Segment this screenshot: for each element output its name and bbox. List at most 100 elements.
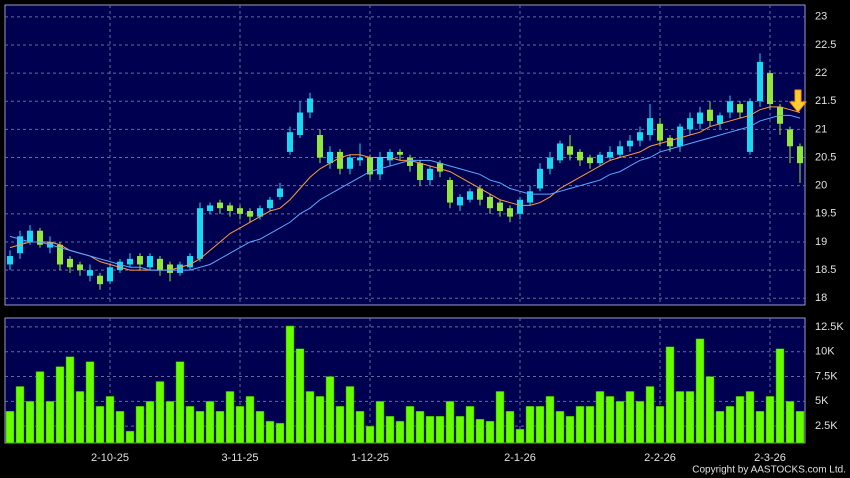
candle-body <box>417 163 423 181</box>
candle-body <box>327 151 333 164</box>
candle-body <box>77 264 83 271</box>
candle-body <box>257 208 263 217</box>
candle-body <box>527 191 533 203</box>
candle-body <box>37 230 43 245</box>
candle-body <box>717 115 723 124</box>
candle-body <box>457 196 463 206</box>
candle-body <box>217 202 223 209</box>
volume-bar <box>765 396 775 444</box>
moving-average-line <box>9 114 801 271</box>
volume-bar <box>145 401 155 444</box>
volume-bar <box>355 411 365 444</box>
candle-body <box>497 202 503 212</box>
y-tick-label: 2.5K <box>815 420 838 432</box>
candle-body <box>467 191 473 200</box>
x-tick-label: 2-1-26 <box>504 452 536 464</box>
y-tick-label: 10K <box>815 346 835 358</box>
volume-bar <box>585 406 595 444</box>
candle-body <box>407 157 413 166</box>
volume-bar <box>625 391 635 444</box>
price-panel <box>4 4 806 306</box>
candle-body <box>197 208 203 259</box>
y-tick-label: 21.5 <box>815 95 836 107</box>
volume-bar <box>235 406 245 444</box>
volume-layer: 2.5K 5K 7.5K 10K 12.5K <box>5 318 844 444</box>
volume-bar <box>455 415 465 444</box>
candle-body <box>647 118 653 136</box>
volume-bar <box>255 411 265 444</box>
volume-bar <box>365 425 375 444</box>
candle-body <box>287 132 293 152</box>
y-tick-label: 23 <box>815 11 827 23</box>
candle-body <box>507 208 513 217</box>
candle-body <box>657 123 663 141</box>
candle-body <box>247 211 253 217</box>
volume-bar <box>165 401 175 444</box>
volume-bar <box>705 376 715 444</box>
volume-bar <box>605 396 615 444</box>
volume-bar <box>695 338 705 444</box>
volume-bar <box>405 406 415 444</box>
candle-body <box>307 98 313 113</box>
volume-bar <box>135 406 145 444</box>
volume-bar <box>55 366 65 444</box>
volume-bar <box>65 356 75 444</box>
volume-bar <box>555 411 565 444</box>
volume-bar <box>335 406 345 444</box>
volume-bar <box>665 346 675 444</box>
volume-bar <box>175 361 185 444</box>
candle-body <box>677 126 683 147</box>
candle-body <box>767 73 773 105</box>
candle-body <box>437 163 443 172</box>
candle-body <box>187 256 193 268</box>
volume-bar <box>155 381 165 444</box>
candle-body <box>787 129 793 147</box>
candle-body <box>7 256 13 265</box>
volume-bar <box>565 415 575 444</box>
volume-bar <box>595 391 605 444</box>
volume-bar <box>295 348 305 444</box>
volume-bar <box>425 415 435 444</box>
volume-bar <box>715 411 725 444</box>
volume-bar <box>775 348 785 444</box>
signal-arrow <box>788 89 808 113</box>
candle-body <box>237 208 243 214</box>
candle-body <box>277 188 283 197</box>
volume-bar <box>505 411 515 444</box>
volume-bar <box>325 376 335 444</box>
volume-panel <box>4 317 806 444</box>
candle-body <box>67 258 73 268</box>
candle-body <box>517 199 523 214</box>
volume-bar <box>115 411 125 444</box>
copyright: Copyright by AASTOCKS.com Ltd. <box>692 465 846 476</box>
y-tick-label: 22 <box>815 67 827 79</box>
candle-body <box>607 151 613 158</box>
candle-body <box>727 101 733 113</box>
candle-body <box>147 256 153 268</box>
candle-body <box>367 157 373 175</box>
candle-body <box>337 151 343 169</box>
y-tick-label: 20.5 <box>815 151 836 163</box>
candle-body <box>627 140 633 147</box>
volume-bar <box>95 406 105 444</box>
volume-bar <box>675 391 685 444</box>
y-tick-label: 18.5 <box>815 264 836 276</box>
volume-bar <box>485 420 495 444</box>
volume-bar <box>265 420 275 444</box>
candle-body <box>357 157 363 161</box>
candle-body <box>537 168 543 189</box>
candle-body <box>377 157 383 175</box>
volume-bar <box>315 396 325 444</box>
candle-body <box>97 275 103 285</box>
volume-bar <box>495 391 505 444</box>
candle-body <box>667 137 673 147</box>
candle-body <box>347 157 353 169</box>
volume-bar <box>15 386 25 444</box>
volume-bar <box>545 396 555 444</box>
candle-body <box>577 151 583 161</box>
y-tick-label: 21 <box>815 123 827 135</box>
candle-body <box>137 256 143 265</box>
candle-body <box>427 168 433 181</box>
candle-body <box>157 258 163 271</box>
candle-body <box>697 112 703 124</box>
